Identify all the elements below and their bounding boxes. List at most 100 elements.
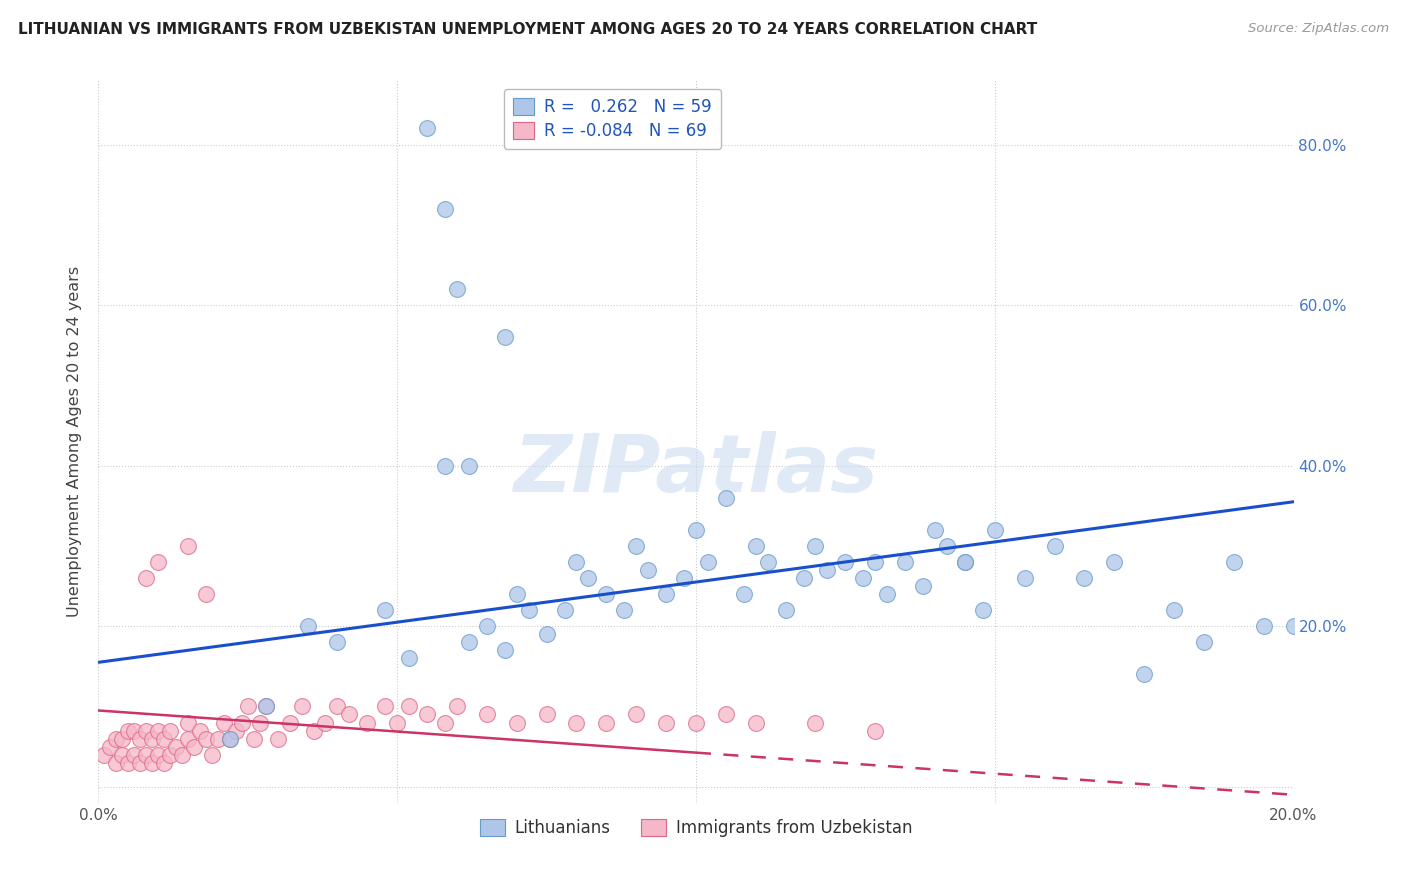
Point — [446, 699, 468, 714]
Point — [148, 723, 170, 738]
Y-axis label: Unemployment Among Ages 20 to 24 years: Unemployment Among Ages 20 to 24 years — [67, 266, 83, 617]
Point — [446, 282, 468, 296]
Point — [172, 747, 194, 762]
Point — [148, 747, 170, 762]
Point — [219, 731, 242, 746]
Point — [494, 330, 516, 344]
Point — [105, 756, 128, 770]
Point — [165, 739, 187, 754]
Point — [1192, 635, 1215, 649]
Point — [595, 715, 617, 730]
Point — [148, 555, 170, 569]
Point — [536, 627, 558, 641]
Point — [135, 571, 157, 585]
Point — [714, 491, 737, 505]
Point — [267, 731, 290, 746]
Point — [153, 731, 176, 746]
Text: Source: ZipAtlas.com: Source: ZipAtlas.com — [1249, 22, 1389, 36]
Point — [554, 603, 576, 617]
Point — [972, 603, 994, 617]
Point — [188, 723, 211, 738]
Point — [475, 707, 498, 722]
Point — [536, 707, 558, 722]
Point — [953, 555, 976, 569]
Point — [565, 715, 588, 730]
Point — [655, 715, 678, 730]
Point — [434, 458, 457, 473]
Point — [398, 699, 420, 714]
Point — [1133, 667, 1156, 681]
Point — [1223, 555, 1246, 569]
Point — [117, 723, 139, 738]
Point — [315, 715, 337, 730]
Point — [225, 723, 247, 738]
Point — [733, 587, 755, 601]
Point — [984, 523, 1007, 537]
Point — [117, 756, 139, 770]
Point — [626, 707, 648, 722]
Point — [894, 555, 917, 569]
Point — [416, 707, 439, 722]
Point — [924, 523, 946, 537]
Point — [326, 635, 349, 649]
Point — [865, 555, 887, 569]
Point — [1104, 555, 1126, 569]
Point — [1043, 539, 1066, 553]
Point — [475, 619, 498, 633]
Point — [494, 643, 516, 657]
Point — [141, 756, 163, 770]
Point — [374, 699, 396, 714]
Point — [506, 587, 529, 601]
Point — [339, 707, 361, 722]
Point — [254, 699, 277, 714]
Point — [124, 723, 146, 738]
Point — [804, 539, 827, 553]
Point — [434, 202, 457, 216]
Point — [834, 555, 856, 569]
Point — [135, 747, 157, 762]
Point — [212, 715, 235, 730]
Point — [578, 571, 600, 585]
Point — [129, 756, 152, 770]
Point — [93, 747, 115, 762]
Point — [249, 715, 271, 730]
Point — [416, 121, 439, 136]
Point — [254, 699, 277, 714]
Point — [1163, 603, 1185, 617]
Point — [124, 747, 146, 762]
Point — [1253, 619, 1275, 633]
Point — [626, 539, 648, 553]
Point — [98, 739, 122, 754]
Point — [398, 651, 420, 665]
Point — [111, 731, 134, 746]
Point — [1282, 619, 1305, 633]
Text: LITHUANIAN VS IMMIGRANTS FROM UZBEKISTAN UNEMPLOYMENT AMONG AGES 20 TO 24 YEARS : LITHUANIAN VS IMMIGRANTS FROM UZBEKISTAN… — [18, 22, 1038, 37]
Point — [195, 587, 218, 601]
Point — [506, 715, 529, 730]
Point — [231, 715, 253, 730]
Point — [374, 603, 396, 617]
Point — [876, 587, 898, 601]
Point — [697, 555, 720, 569]
Point — [458, 458, 481, 473]
Point — [745, 539, 768, 553]
Point — [159, 747, 181, 762]
Point — [815, 563, 838, 577]
Point — [243, 731, 266, 746]
Point — [153, 756, 176, 770]
Point — [236, 699, 259, 714]
Point — [326, 699, 349, 714]
Point — [865, 723, 887, 738]
Point — [685, 523, 707, 537]
Point — [297, 619, 319, 633]
Text: ZIPatlas: ZIPatlas — [513, 432, 879, 509]
Point — [637, 563, 659, 577]
Point — [1014, 571, 1036, 585]
Point — [613, 603, 636, 617]
Point — [177, 731, 200, 746]
Point — [936, 539, 959, 553]
Point — [595, 587, 617, 601]
Point — [953, 555, 976, 569]
Point — [159, 723, 181, 738]
Point — [565, 555, 588, 569]
